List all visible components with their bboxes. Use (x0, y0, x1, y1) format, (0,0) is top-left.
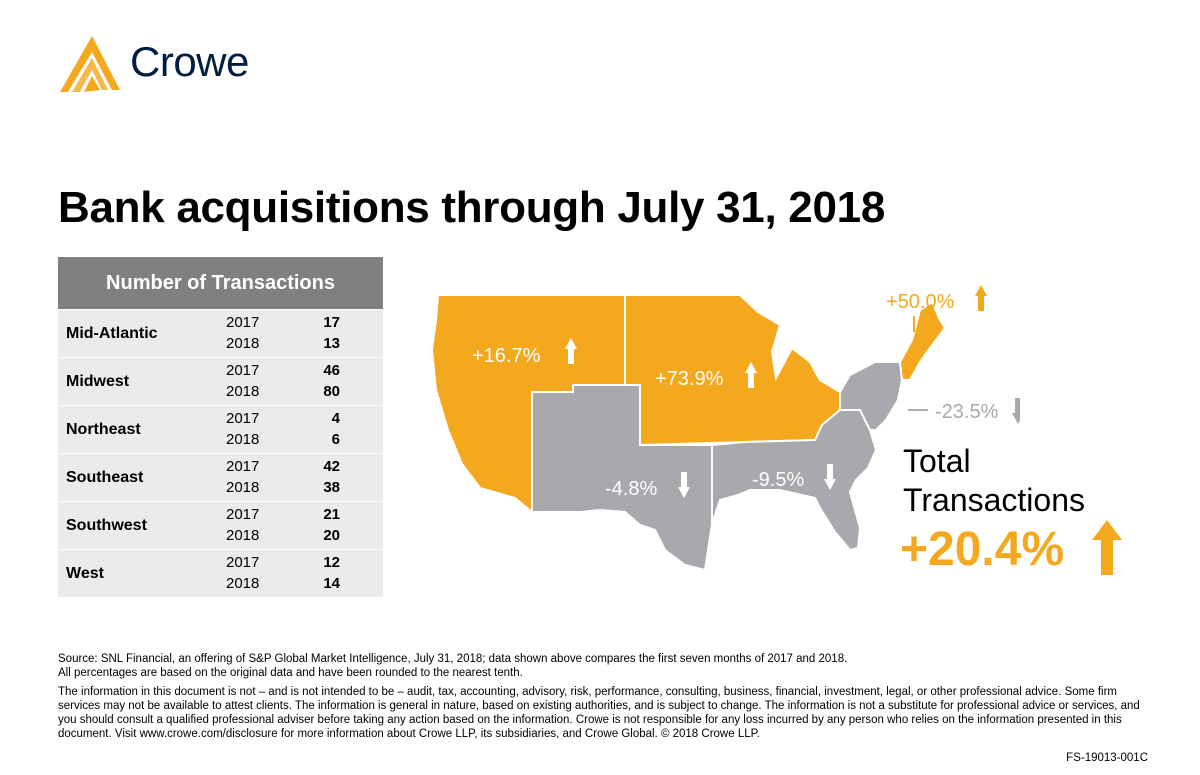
table-row-midwest: Midwest 2017 46 2018 80 (58, 357, 383, 405)
year-label: 2018 (226, 335, 260, 352)
page-title: Bank acquisitions through July 31, 2018 (58, 183, 885, 232)
region-southwest (531, 384, 713, 572)
region-name: Mid-Atlantic (66, 325, 158, 342)
arrow-up-icon-midwest (745, 362, 757, 388)
year-label: 2017 (226, 362, 260, 379)
year-label: 2018 (226, 431, 260, 448)
region-northeast (898, 300, 947, 381)
table-header: Number of Transactions (58, 257, 383, 309)
change-label-mid-atlantic: -23.5% (935, 401, 999, 423)
count-value: 17 (323, 314, 340, 331)
year-label: 2018 (226, 383, 260, 400)
source-note: Source: SNL Financial, an offering of S&… (58, 652, 1148, 680)
arrow-down-icon-mid-atlantic (1012, 398, 1020, 424)
year-label: 2018 (226, 575, 260, 592)
region-mid-atlantic (839, 361, 904, 431)
crowe-mark-icon (60, 36, 120, 92)
region-name: Southwest (66, 517, 147, 534)
change-label-northeast: +50.0% (886, 291, 955, 313)
transactions-table: Number of Transactions Mid-Atlantic 2017… (58, 257, 383, 597)
region-name: West (66, 565, 104, 582)
document-code: FS-19013-001C (1066, 752, 1148, 764)
arrow-up-icon-total (1092, 520, 1122, 575)
crowe-logo: Crowe (58, 28, 278, 98)
count-value: 6 (331, 431, 340, 448)
total-change-value: +20.4% (900, 523, 1065, 576)
count-value: 46 (323, 362, 340, 379)
region-southeast (711, 409, 878, 552)
us-region-map: +16.7% +73.9% +50.0% -23.5% -4.8% -9.5% (430, 285, 1020, 572)
arrow-up-icon-northeast (975, 285, 987, 311)
year-label: 2017 (226, 314, 260, 331)
change-label-midwest: +73.9% (655, 368, 724, 390)
source-line-2: All percentages are based on the origina… (58, 667, 523, 679)
table-row-southeast: Southeast 2017 42 2018 38 (58, 453, 383, 501)
year-label: 2017 (226, 554, 260, 571)
year-label: 2017 (226, 458, 260, 475)
year-label: 2017 (226, 506, 260, 523)
count-value: 4 (331, 410, 340, 427)
change-label-southwest: -4.8% (605, 478, 657, 500)
table-row-southwest: Southwest 2017 21 2018 20 (58, 501, 383, 549)
count-value: 20 (323, 527, 340, 544)
crowe-wordmark: Crowe (130, 38, 249, 85)
year-label: 2018 (226, 527, 260, 544)
region-name: Midwest (66, 373, 130, 390)
arrow-up-icon-west (565, 338, 577, 364)
year-label: 2018 (226, 479, 260, 496)
count-value: 14 (323, 575, 340, 592)
disclaimer-text: The information in this document is not … (58, 686, 1140, 740)
total-label-line2: Transactions (903, 482, 1085, 518)
source-line-1: Source: SNL Financial, an offering of S&… (58, 653, 848, 665)
table-row-west: West 2017 12 2018 14 (58, 549, 383, 597)
count-value: 13 (323, 335, 340, 352)
count-value: 38 (323, 479, 340, 496)
arrow-down-icon-southwest (678, 472, 690, 498)
change-label-west: +16.7% (472, 345, 541, 367)
total-label-line1: Total (903, 443, 971, 479)
year-label: 2017 (226, 410, 260, 427)
arrow-down-icon-southeast (824, 464, 836, 490)
table-row-northeast: Northeast 2017 4 2018 6 (58, 405, 383, 453)
region-name: Northeast (66, 421, 141, 438)
region-name: Southeast (66, 469, 144, 486)
change-label-southeast: -9.5% (752, 469, 804, 491)
count-value: 21 (323, 506, 340, 523)
count-value: 12 (323, 554, 340, 571)
count-value: 80 (323, 383, 340, 400)
table-row-mid-atlantic: Mid-Atlantic 2017 17 2018 13 (58, 309, 383, 357)
count-value: 42 (323, 458, 340, 475)
